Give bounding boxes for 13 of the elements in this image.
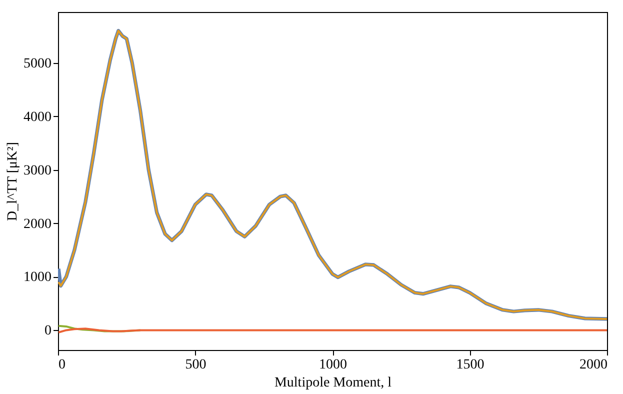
x-tick-label: 1500 <box>456 358 484 372</box>
y-tick-label: 5000 <box>24 56 52 72</box>
y-axis-title: D_l^TT [μK²] <box>6 142 20 222</box>
y-tick-label: 0 <box>44 324 52 339</box>
x-tick-label: 2000 <box>580 358 608 372</box>
y-tick-label: 3000 <box>24 163 52 178</box>
y-tick-label: 4000 <box>24 110 52 125</box>
y-tick-label: 2000 <box>24 216 52 232</box>
x-axis-title: Multipole Moment, l <box>274 376 392 390</box>
x-tick-label: 500 <box>185 358 206 372</box>
y-tick-label: 1000 <box>24 270 52 286</box>
x-tick-label: 1000 <box>319 358 347 372</box>
x-tick-label: 0 <box>58 358 66 372</box>
